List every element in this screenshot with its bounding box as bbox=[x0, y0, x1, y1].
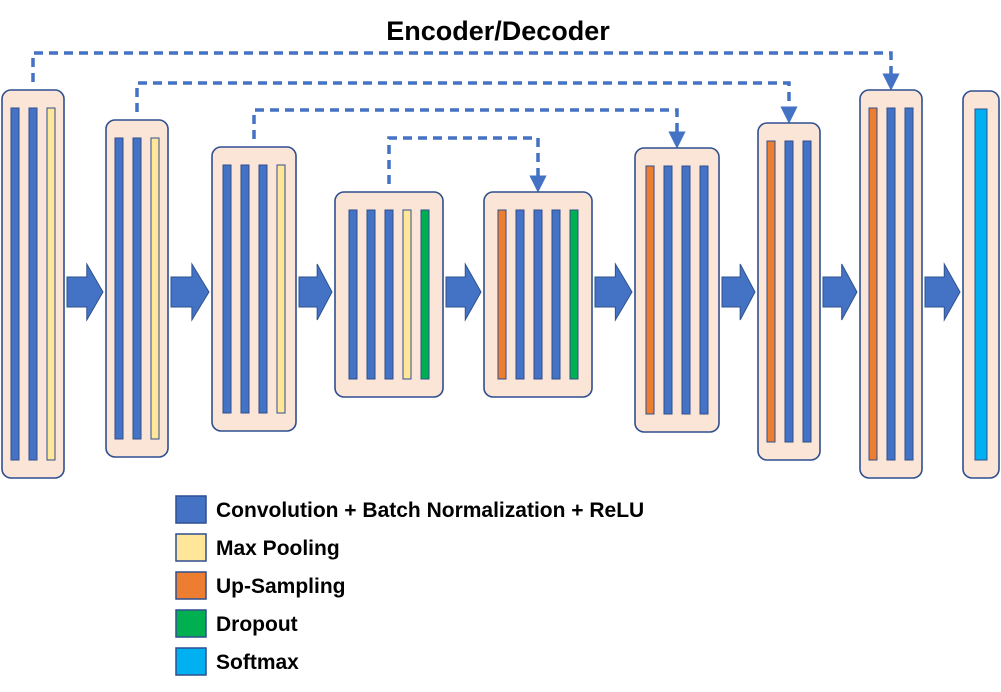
layer-conv bbox=[904, 107, 914, 461]
layer-conv bbox=[663, 165, 673, 415]
layer-conv bbox=[784, 140, 794, 443]
layer-conv bbox=[114, 137, 124, 440]
block-output bbox=[962, 90, 1000, 479]
layer-pool bbox=[150, 137, 160, 440]
layer-upsample bbox=[497, 209, 507, 380]
legend-item-conv: Convolution + Batch Normalization + ReLU bbox=[175, 495, 644, 524]
block-bottleneck2 bbox=[483, 191, 593, 398]
legend-item-softmax: Softmax bbox=[175, 647, 299, 676]
layer-dropout bbox=[420, 209, 430, 380]
legend-label: Max Pooling bbox=[216, 537, 340, 560]
layer-upsample bbox=[645, 165, 655, 415]
legend-label: Up-Sampling bbox=[216, 575, 346, 598]
layer-conv bbox=[10, 107, 20, 461]
legend-swatch bbox=[175, 647, 207, 676]
layer-conv bbox=[533, 209, 543, 380]
layer-conv bbox=[384, 209, 394, 380]
layer-conv bbox=[366, 209, 376, 380]
skip-connection bbox=[31, 51, 900, 91]
block-frame bbox=[211, 146, 297, 432]
flow-arrow bbox=[924, 262, 961, 322]
layer-conv bbox=[515, 209, 525, 380]
layer-conv bbox=[699, 165, 709, 415]
block-dec1 bbox=[634, 147, 720, 433]
block-dec3 bbox=[859, 89, 923, 479]
legend-swatch bbox=[175, 609, 207, 638]
network-blocks bbox=[1, 89, 1000, 479]
flow-arrow bbox=[298, 263, 333, 321]
layer-upsample bbox=[766, 140, 776, 443]
flow-arrow bbox=[594, 262, 633, 322]
legend-swatch bbox=[175, 533, 207, 562]
layer-conv bbox=[258, 164, 268, 414]
legend-swatch bbox=[175, 495, 207, 524]
layer-upsample bbox=[868, 107, 878, 461]
diagram-title: Encoder/Decoder bbox=[386, 16, 610, 46]
layer-conv bbox=[222, 164, 232, 414]
legend-label: Dropout bbox=[216, 613, 298, 636]
flow-arrow bbox=[822, 263, 858, 321]
layer-pool bbox=[402, 209, 412, 380]
layer-pool bbox=[276, 164, 286, 414]
flow-arrows bbox=[66, 262, 961, 322]
block-enc3 bbox=[211, 146, 297, 432]
legend: Convolution + Batch Normalization + ReLU… bbox=[175, 495, 644, 676]
legend-swatch bbox=[175, 571, 207, 600]
skip-connection bbox=[252, 108, 686, 149]
skip-connection bbox=[387, 136, 547, 193]
skip-connection bbox=[135, 81, 798, 124]
block-bottleneck1 bbox=[334, 191, 444, 398]
layer-conv bbox=[681, 165, 691, 415]
layer-softmax bbox=[974, 108, 988, 461]
layer-pool bbox=[46, 107, 56, 461]
layer-conv bbox=[348, 209, 358, 380]
legend-label: Convolution + Batch Normalization + ReLU bbox=[216, 499, 644, 522]
flow-arrow bbox=[66, 262, 104, 322]
layer-dropout bbox=[569, 209, 579, 380]
block-frame bbox=[634, 147, 720, 433]
layer-conv bbox=[132, 137, 142, 440]
flow-arrow bbox=[721, 263, 756, 321]
block-enc2 bbox=[105, 119, 169, 458]
legend-item-pool: Max Pooling bbox=[175, 533, 340, 562]
legend-item-dropout: Dropout bbox=[175, 609, 298, 638]
legend-item-upsample: Up-Sampling bbox=[175, 571, 346, 600]
layer-conv bbox=[802, 140, 812, 443]
flow-arrow bbox=[170, 262, 210, 322]
layer-conv bbox=[28, 107, 38, 461]
block-enc1 bbox=[1, 89, 65, 479]
layer-conv bbox=[886, 107, 896, 461]
layer-conv bbox=[551, 209, 561, 380]
skip-connections bbox=[31, 51, 900, 193]
legend-label: Softmax bbox=[216, 651, 299, 674]
flow-arrow bbox=[445, 262, 482, 322]
block-dec2 bbox=[757, 122, 821, 461]
layer-conv bbox=[240, 164, 250, 414]
